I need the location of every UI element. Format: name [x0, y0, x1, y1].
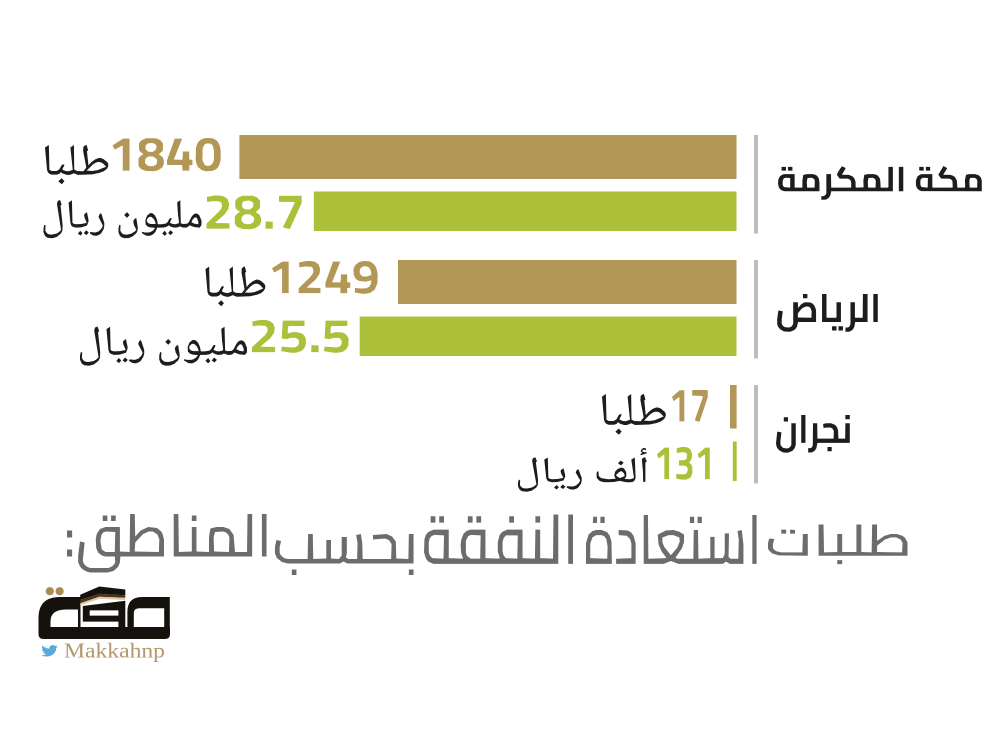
- svg-text:Makkahnp: Makkahnp: [64, 639, 165, 663]
